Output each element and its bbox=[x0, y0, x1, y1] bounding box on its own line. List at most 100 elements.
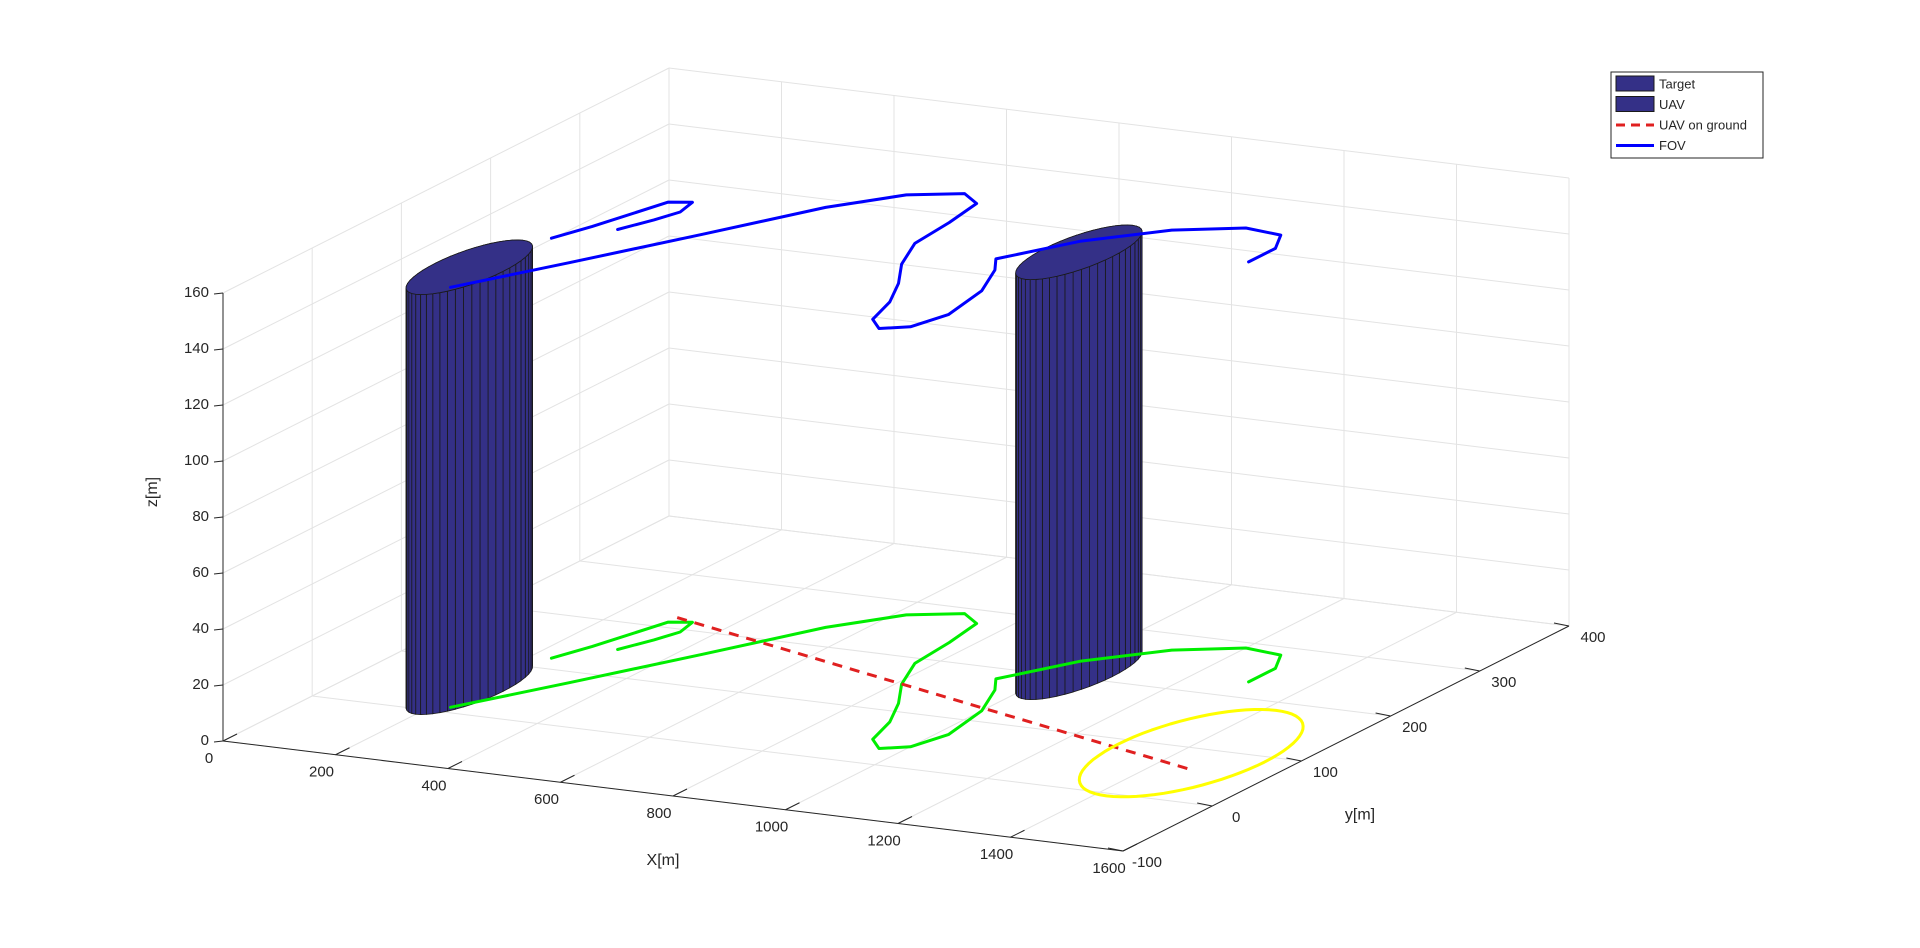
z-tick-label: 40 bbox=[192, 620, 209, 637]
x-tick-label: 0 bbox=[205, 750, 213, 767]
x-tick bbox=[560, 774, 575, 783]
z-tick-label: 100 bbox=[184, 452, 209, 469]
x-tick-label: 200 bbox=[309, 764, 334, 781]
z-tick bbox=[213, 404, 224, 407]
cylinder-face bbox=[1049, 275, 1058, 699]
z-tick bbox=[213, 684, 224, 687]
gridline-x-floor bbox=[335, 529, 782, 756]
z-tick bbox=[213, 628, 224, 631]
cylinder-face bbox=[1064, 271, 1074, 695]
legend-item: UAV on ground bbox=[1616, 117, 1747, 132]
gridline-y-floor bbox=[490, 605, 1391, 717]
x-tick bbox=[447, 761, 463, 769]
x-tick-label: 400 bbox=[421, 777, 446, 794]
cylinder-face bbox=[1118, 248, 1126, 674]
cylinder-face bbox=[479, 277, 489, 702]
y-tick bbox=[1197, 802, 1213, 807]
cylinder-face bbox=[520, 256, 526, 682]
y-tick-label: -100 bbox=[1132, 854, 1162, 871]
cylinder-face bbox=[495, 270, 504, 696]
y-tick-label: 400 bbox=[1580, 629, 1605, 646]
z-tick bbox=[213, 460, 224, 463]
legend-swatch bbox=[1615, 75, 1655, 92]
gridline-y-floor bbox=[401, 650, 1302, 762]
z-tick bbox=[213, 516, 224, 519]
z-tick-label: 0 bbox=[201, 732, 209, 749]
cylinder-face bbox=[439, 290, 448, 714]
z-tick-label: 160 bbox=[184, 284, 209, 301]
cylinder-face bbox=[509, 263, 517, 689]
cylinder-face bbox=[1124, 245, 1131, 671]
x-tick bbox=[1010, 829, 1025, 838]
legend-swatch bbox=[1615, 96, 1655, 112]
cylinder-face bbox=[1035, 278, 1043, 700]
y-tick bbox=[1553, 622, 1570, 627]
cylinder-face bbox=[1112, 252, 1120, 678]
gridline-z-back bbox=[668, 67, 1570, 179]
y-tick-label: 300 bbox=[1491, 674, 1516, 691]
series-line-5 bbox=[1077, 708, 1305, 799]
y-tick bbox=[1375, 712, 1391, 717]
series-line-1 bbox=[549, 200, 694, 240]
series-layer bbox=[405, 192, 1305, 799]
legend-item: Target bbox=[1615, 75, 1696, 92]
cylinder-face bbox=[1134, 238, 1139, 664]
legend: Target UAV UAV on ground FOV bbox=[1610, 71, 1764, 159]
z-tick-label: 120 bbox=[184, 396, 209, 413]
cylinder-face bbox=[471, 280, 481, 705]
y-tick-label: 0 bbox=[1232, 809, 1240, 826]
x-tick-label: 800 bbox=[646, 805, 671, 822]
cylinder-face bbox=[425, 293, 434, 715]
z-tick bbox=[213, 292, 224, 295]
cylinder-face bbox=[1104, 255, 1114, 681]
x-tick bbox=[672, 788, 688, 797]
legend-item: UAV bbox=[1615, 96, 1685, 112]
cylinder-face bbox=[1080, 265, 1090, 690]
cylinder-face bbox=[1097, 259, 1106, 684]
x-tick-label: 1600 bbox=[1092, 860, 1125, 877]
cylinder-face bbox=[420, 293, 427, 715]
grid-layer bbox=[222, 67, 1570, 852]
z-tick bbox=[213, 348, 224, 351]
x-tick-label: 1000 bbox=[755, 819, 788, 836]
x-tick bbox=[335, 747, 350, 756]
z-tick-label: 60 bbox=[192, 564, 209, 581]
cylinder-face bbox=[524, 253, 530, 679]
y-axis-label: y[m] bbox=[1345, 807, 1375, 824]
x-axis-label: X[m] bbox=[647, 852, 680, 869]
legend-label: Target bbox=[1659, 76, 1696, 91]
axes-layer bbox=[213, 292, 1570, 852]
y-tick-label: 100 bbox=[1313, 764, 1338, 781]
cylinder-face bbox=[411, 292, 417, 715]
cylinder-face bbox=[1018, 276, 1022, 700]
cylinder-face bbox=[1041, 277, 1050, 700]
cylinder-2 bbox=[1015, 224, 1143, 701]
y-tick bbox=[1286, 757, 1302, 762]
legend-item: FOV bbox=[1616, 138, 1686, 153]
cylinder-face bbox=[1072, 268, 1082, 693]
x-tick-label: 600 bbox=[534, 791, 559, 808]
gridline-z-back bbox=[668, 123, 1570, 235]
y-tick bbox=[1107, 847, 1124, 852]
x-tick bbox=[897, 816, 913, 824]
gridline-y-floor bbox=[312, 695, 1213, 807]
series-line-0 bbox=[449, 192, 1283, 330]
cylinder-face bbox=[415, 293, 422, 715]
legend-label: UAV bbox=[1659, 97, 1685, 112]
x-tick bbox=[1122, 843, 1138, 852]
cylinder-1 bbox=[405, 239, 533, 715]
cylinder-face bbox=[1056, 273, 1066, 697]
legend-label: UAV on ground bbox=[1659, 117, 1747, 132]
x-tick-label: 1400 bbox=[980, 846, 1013, 863]
cylinder-face bbox=[432, 292, 441, 715]
gridline-z-side bbox=[222, 67, 670, 294]
gridline-x-floor bbox=[785, 584, 1232, 811]
z-tick-label: 20 bbox=[192, 676, 209, 693]
x-tick bbox=[222, 733, 238, 742]
cylinder-face bbox=[515, 259, 522, 685]
cylinder-face bbox=[487, 274, 497, 699]
x-tick bbox=[785, 802, 800, 811]
cylinder-face bbox=[1029, 279, 1037, 701]
